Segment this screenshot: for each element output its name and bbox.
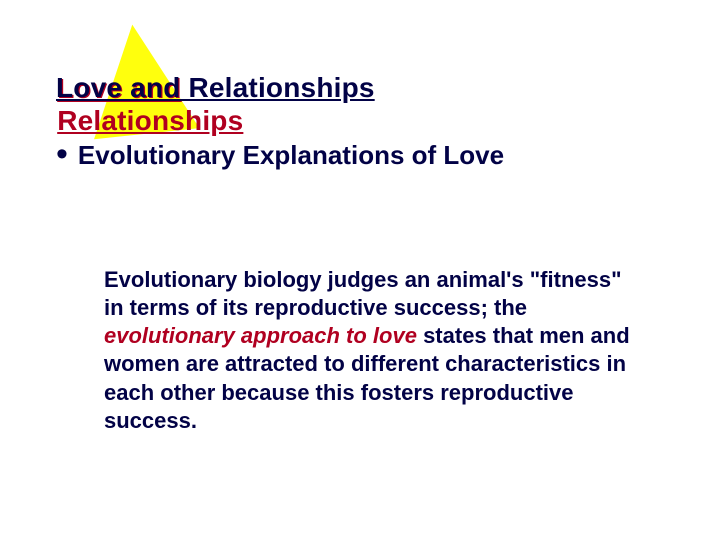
bullet-text: Evolutionary Explanations of Love bbox=[78, 140, 504, 171]
bullet-item: • Evolutionary Explanations of Love bbox=[56, 140, 504, 171]
bullet-marker-icon: • bbox=[56, 144, 68, 164]
slide-title: Love and Relationships Love and Relation… bbox=[56, 72, 375, 104]
slide: Love and Relationships Love and Relation… bbox=[0, 0, 720, 540]
body-paragraph: Evolutionary biology judges an animal's … bbox=[104, 266, 634, 435]
body-key-phrase: evolutionary approach to love bbox=[104, 323, 417, 348]
title-text: Love and Relationships bbox=[56, 72, 375, 103]
body-segment-1: Evolutionary biology judges an animal's … bbox=[104, 267, 622, 320]
